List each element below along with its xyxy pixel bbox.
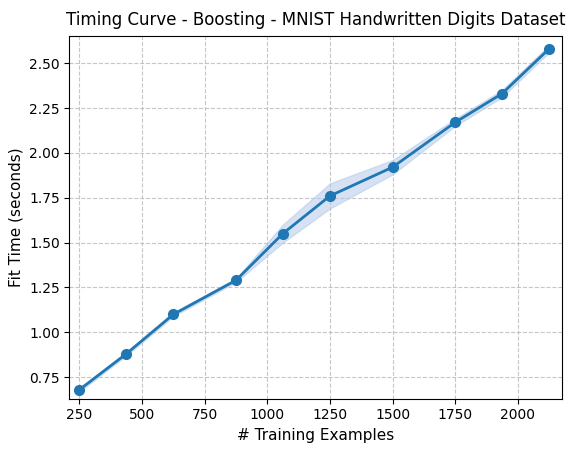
Y-axis label: Fit Time (seconds): Fit Time (seconds)	[9, 148, 24, 287]
Title: Timing Curve - Boosting - MNIST Handwritten Digits Dataset: Timing Curve - Boosting - MNIST Handwrit…	[66, 11, 565, 29]
X-axis label: # Training Examples: # Training Examples	[237, 428, 394, 443]
